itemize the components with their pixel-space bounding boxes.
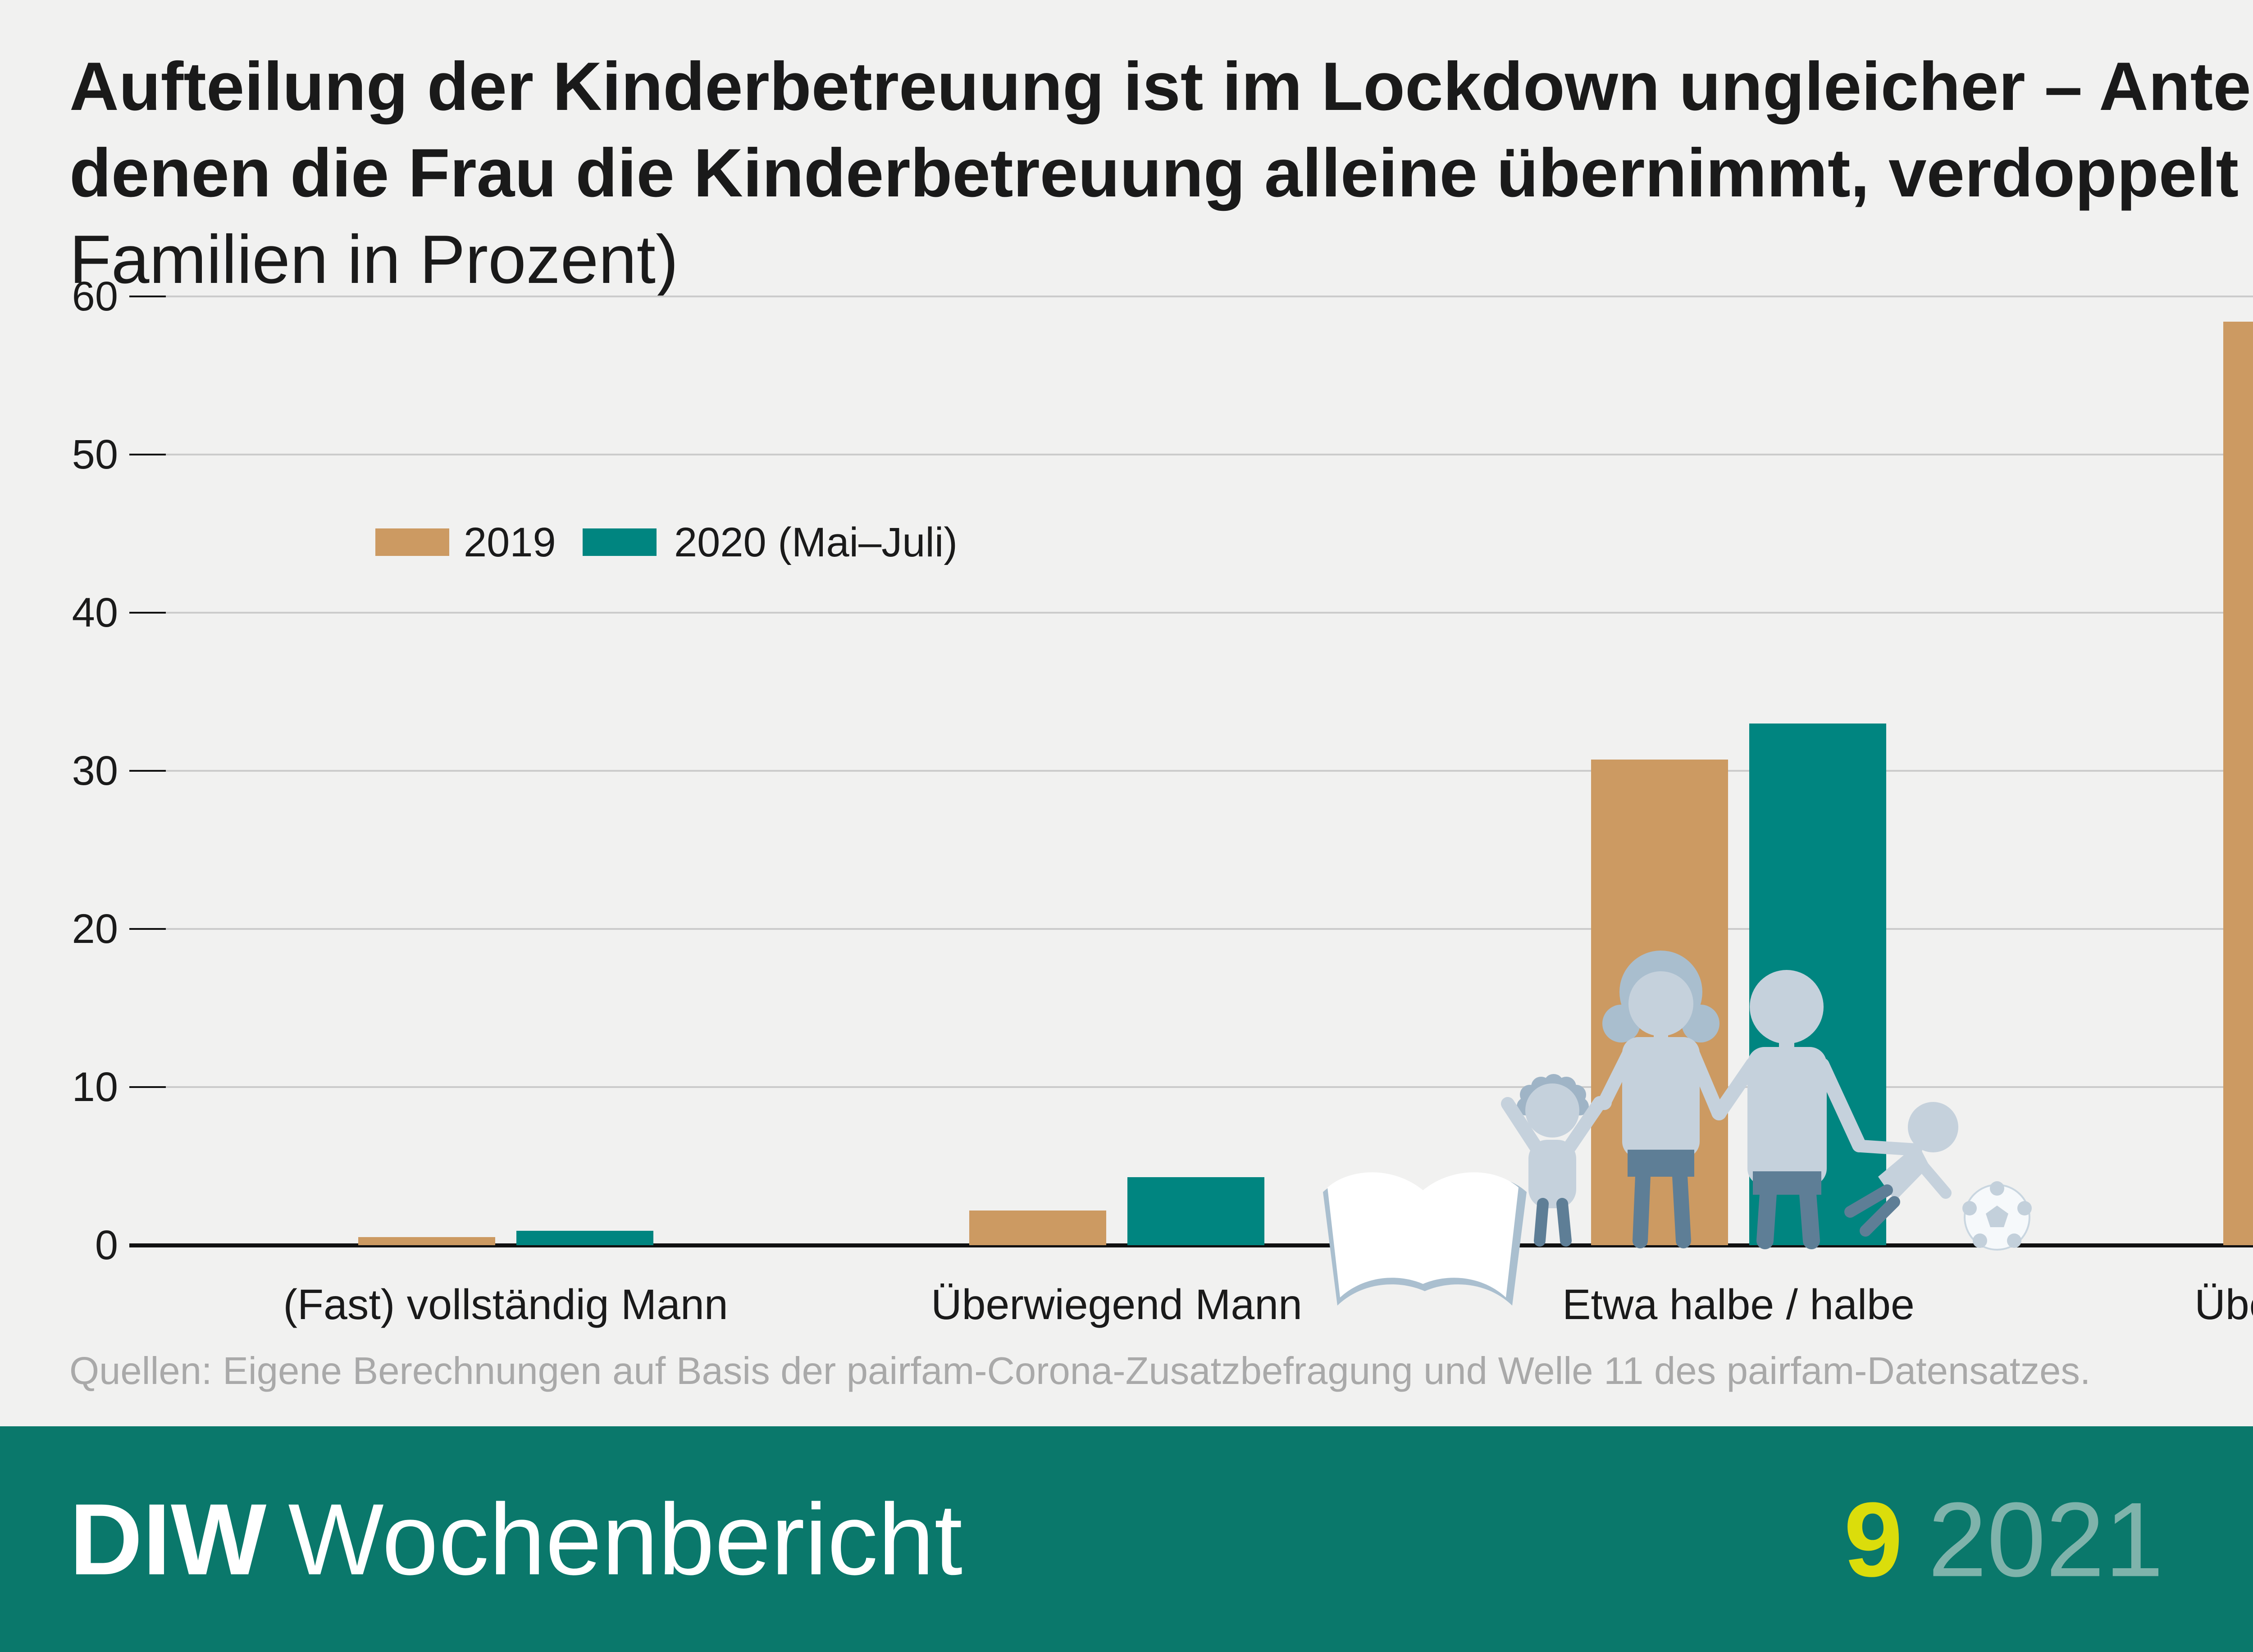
- copyright-note: © DIW Berlin 2021: [0, 1349, 2253, 1393]
- gridline-40: [129, 612, 2253, 614]
- source-note: Quellen: Eigene Berechnungen auf Basis d…: [69, 1350, 2091, 1393]
- category-label-0: (Fast) vollständig Mann: [283, 1281, 728, 1329]
- legend-label-2020: 2020 (Mai–Juli): [674, 519, 958, 565]
- x-axis-line: [129, 1243, 2253, 1247]
- y-tick-60: [129, 296, 166, 297]
- family-illustration: [1323, 951, 2032, 1306]
- bar-2019-cat3: [2223, 322, 2253, 1245]
- child-figure-icon: [1501, 1074, 1606, 1247]
- category-label-2: Etwa halbe / halbe: [1562, 1281, 1915, 1329]
- y-tick-20: [129, 928, 166, 930]
- bar-2020-cat0: [516, 1231, 653, 1245]
- y-tick-label-10: 10: [72, 1064, 118, 1110]
- y-tick-label-0: 0: [95, 1222, 118, 1268]
- bar-2019-cat0: [358, 1237, 495, 1245]
- soccer-ball-icon: [1962, 1181, 2032, 1251]
- chart-title: Aufteilung der Kinderbetreuung ist im Lo…: [69, 43, 2253, 303]
- publication-brand: DIW Wochenbericht: [69, 1481, 962, 1597]
- category-label-3: Überwiegend Frau: [2194, 1281, 2253, 1329]
- issue-year: 2021: [1928, 1480, 2164, 1598]
- bar-2020-cat1: [1127, 1177, 1264, 1245]
- gridline-50: [129, 454, 2253, 455]
- y-tick-40: [129, 612, 166, 614]
- chart-title-bold: Aufteilung der Kinderbetreuung ist im Lo…: [69, 48, 2253, 211]
- gridline-60: [129, 296, 2253, 297]
- man-figure-icon: [1711, 970, 1866, 1249]
- chart-subtitle: (Anteil der Familien in Prozent): [69, 221, 679, 298]
- y-tick-label-40: 40: [72, 590, 118, 636]
- category-label-1: Überwiegend Mann: [931, 1281, 1302, 1329]
- gridline-30: [129, 770, 2253, 772]
- legend-swatch-2019: [375, 528, 449, 556]
- y-tick-label-60: 60: [72, 273, 118, 319]
- y-tick-30: [129, 770, 166, 772]
- brand-wochenbericht: Wochenbericht: [288, 1482, 963, 1596]
- open-book-icon: [1323, 1172, 1527, 1306]
- woman-figure-icon: [1596, 951, 1725, 1248]
- swinging-child-icon: [1844, 1102, 1958, 1237]
- brand-diw: DIW: [69, 1482, 267, 1596]
- issue-label: 9 2021: [1844, 1478, 2164, 1600]
- legend-label-2019: 2019: [464, 519, 556, 565]
- y-tick-50: [129, 454, 166, 455]
- y-tick-label-30: 30: [72, 748, 118, 794]
- y-tick-10: [129, 1086, 166, 1088]
- legend-swatch-2020: [583, 528, 657, 556]
- gridline-10: [129, 1086, 2253, 1088]
- bar-2019-cat1: [969, 1211, 1106, 1245]
- issue-number: 9: [1844, 1480, 1903, 1598]
- y-tick-label-20: 20: [72, 906, 118, 952]
- gridline-20: [129, 928, 2253, 930]
- y-tick-label-50: 50: [72, 432, 118, 478]
